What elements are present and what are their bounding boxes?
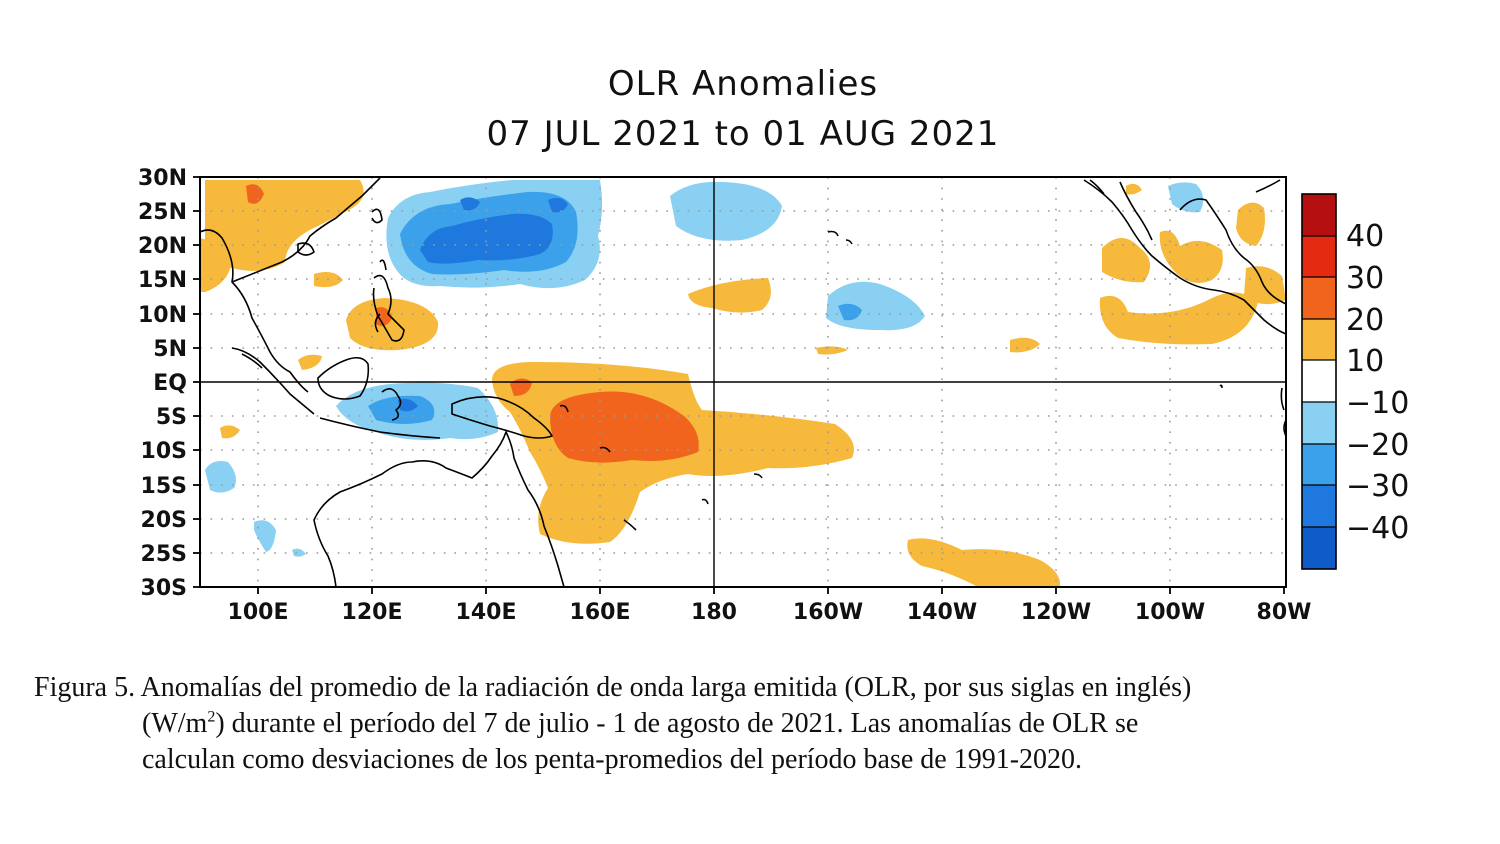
positive-anomalies: [200, 180, 1286, 587]
caption-line2-rest: ) durante el período del 7 de julio - 1 …: [215, 708, 1139, 739]
chart-date-range: 07 JUL 2021 to 01 AUG 2021: [486, 114, 1000, 154]
figure-caption-line2: (W/m2) durante el período del 7 de julio…: [142, 706, 1138, 742]
lat-label: 15S: [141, 474, 187, 499]
lat-label: 20N: [138, 234, 187, 259]
lat-label: 25N: [138, 200, 187, 225]
colorbar-swatch: [1302, 485, 1336, 527]
colorbar-label: 20: [1346, 303, 1384, 338]
longitude-labels: 100E 120E 140E 160E 180 160W 140W 120W 1…: [228, 600, 1312, 625]
colorbar-swatch: [1302, 402, 1336, 444]
colorbar-swatch: [1302, 277, 1336, 319]
lat-label: 30N: [138, 166, 187, 191]
olr-anomaly-map: 30N 25N 20N 15N 10N 5N EQ 5S 10S 15S 20S…: [138, 166, 1409, 625]
lon-label: 100W: [1135, 600, 1205, 625]
colorbar-swatch: [1302, 444, 1336, 485]
colorbar-label: 40: [1346, 219, 1384, 254]
lon-label: 100E: [228, 600, 289, 625]
colorbar-label: −20: [1346, 428, 1409, 463]
colorbar: 40 30 20 10 −10 −20 −30 −40: [1301, 193, 1409, 570]
lon-label: 140W: [907, 600, 977, 625]
colorbar-swatch: [1302, 319, 1336, 360]
lon-label: 80W: [1257, 600, 1312, 625]
latitude-labels: 30N 25N 20N 15N 10N 5N EQ 5S 10S 15S 20S…: [138, 166, 187, 601]
colorbar-label: 10: [1346, 344, 1384, 379]
lat-label: 30S: [141, 576, 187, 601]
colorbar-swatch: [1302, 194, 1336, 236]
lon-label: 140E: [456, 600, 517, 625]
grid-lines: [200, 177, 1286, 587]
colorbar-swatch: [1302, 527, 1336, 569]
colorbar-labels: 40 30 20 10 −10 −20 −30 −40: [1346, 219, 1409, 546]
lat-label: 25S: [141, 542, 187, 567]
lat-label: 20S: [141, 508, 187, 533]
caption-units-superscript: 2: [207, 708, 216, 726]
coastlines: [200, 177, 1286, 587]
lon-label: 180: [691, 600, 737, 625]
lon-label: 120E: [342, 600, 403, 625]
colorbar-label: 30: [1346, 261, 1384, 296]
positive-anomalies-strong: [246, 184, 699, 463]
figure-caption-line3: calculan como desviaciones de los penta-…: [142, 744, 1083, 775]
lat-label: 10S: [141, 439, 187, 464]
lon-label: 120W: [1021, 600, 1091, 625]
colorbar-label: −40: [1346, 511, 1409, 546]
lat-label: 5S: [156, 405, 187, 430]
reference-lines: [200, 177, 1286, 587]
colorbar-swatch: [1302, 236, 1336, 277]
colorbar-swatch: [1302, 360, 1336, 402]
lon-label: 160W: [793, 600, 863, 625]
anomaly-fields: [200, 180, 1286, 587]
lat-label: 5N: [153, 337, 187, 362]
chart-title: OLR Anomalies: [607, 64, 879, 104]
lon-label: 160E: [570, 600, 631, 625]
figure-caption-line1: Figura 5. Anomalías del promedio de la r…: [34, 672, 1192, 703]
lat-label: 15N: [138, 268, 187, 293]
caption-units-open: (W/m: [142, 708, 208, 739]
negative-anomalies-stronger: [398, 197, 568, 412]
colorbar-label: −10: [1346, 386, 1409, 421]
lat-label: 10N: [138, 303, 187, 328]
colorbar-label: −30: [1346, 469, 1409, 504]
lat-label: EQ: [153, 371, 187, 396]
